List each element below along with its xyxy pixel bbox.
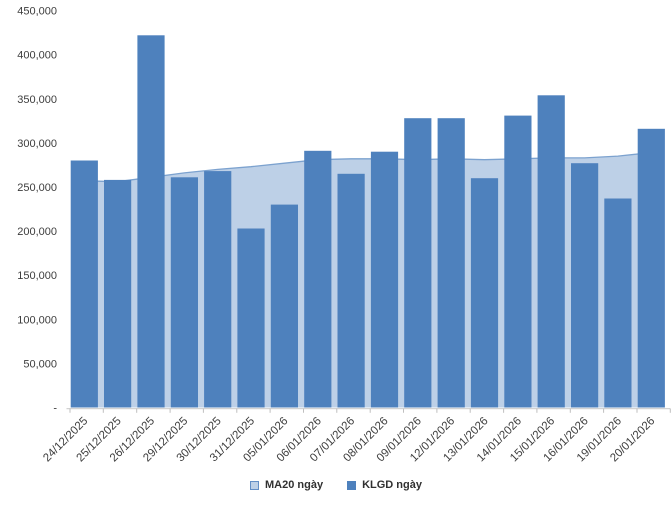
- y-tick-label: 450,000: [17, 6, 57, 18]
- klgd-bar: [537, 95, 565, 408]
- klgd-legend-label: KLGD ngày: [362, 479, 422, 491]
- klgd-bar: [571, 163, 599, 408]
- klgd-bar: [270, 204, 298, 408]
- y-tick-label: 350,000: [17, 94, 57, 106]
- legend-item-klgd: KLGD ngày: [347, 479, 422, 491]
- klgd-bar: [237, 228, 265, 408]
- y-tick-label: 250,000: [17, 182, 57, 194]
- klgd-bar: [104, 179, 132, 408]
- ma20-legend-label: MA20 ngày: [265, 479, 324, 491]
- klgd-bar: [170, 177, 198, 408]
- y-tick-label: 400,000: [17, 50, 57, 62]
- y-tick-label: 300,000: [17, 138, 57, 150]
- klgd-legend-swatch-icon: [347, 480, 357, 490]
- klgd-bar: [504, 115, 532, 408]
- y-tick-label: 50,000: [23, 358, 57, 370]
- klgd-bar: [604, 198, 632, 408]
- klgd-bar: [304, 150, 332, 408]
- ma20-area: [84, 152, 652, 408]
- klgd-bar: [437, 118, 465, 408]
- klgd-bar: [204, 171, 232, 408]
- y-tick-label: 150,000: [17, 270, 57, 282]
- klgd-bar: [470, 178, 499, 408]
- klgd-bar: [370, 151, 399, 408]
- ma20-legend-swatch-icon: [250, 480, 259, 490]
- y-tick-label: 200,000: [17, 226, 57, 238]
- legend-item-ma20: MA20 ngày: [250, 479, 323, 491]
- y-tick-label: 100,000: [17, 314, 57, 326]
- klgd-bar: [637, 128, 665, 408]
- klgd-bar: [337, 173, 365, 408]
- klgd-bar: [404, 118, 432, 408]
- klgd-bar: [137, 35, 165, 408]
- y-tick-label: -: [53, 403, 57, 415]
- legend: MA20 ngày KLGD ngày: [0, 479, 672, 491]
- klgd-bar: [70, 160, 98, 408]
